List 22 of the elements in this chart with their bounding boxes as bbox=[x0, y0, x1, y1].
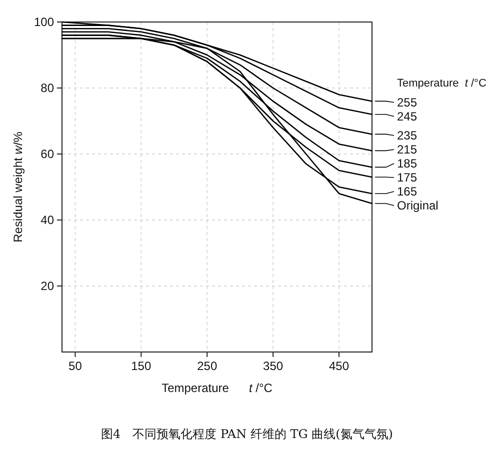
y-tick-label: 60 bbox=[40, 147, 54, 161]
legend-label: 185 bbox=[397, 156, 418, 171]
legend-label: 245 bbox=[397, 109, 418, 124]
legend-label: 215 bbox=[397, 142, 418, 157]
legend-label: 235 bbox=[397, 128, 418, 143]
y-tick-label: 100 bbox=[34, 15, 54, 29]
y-tick-label: 40 bbox=[40, 213, 54, 227]
text: Temperature t /°C bbox=[162, 381, 272, 395]
x-tick-label: 50 bbox=[68, 359, 82, 373]
legend-label: Original bbox=[397, 198, 438, 213]
x-tick-label: 150 bbox=[131, 359, 152, 373]
x-axis-title: Temperature t /°C bbox=[397, 77, 486, 90]
x-tick-label: 450 bbox=[329, 359, 350, 373]
text: 图4 不同预氧化程度 PAN 纤维的 TG 曲线(氮气气氛) bbox=[101, 427, 393, 441]
legend-label: 175 bbox=[397, 170, 418, 185]
legend-label: 165 bbox=[397, 184, 418, 199]
x-tick-label: 250 bbox=[197, 359, 218, 373]
y-tick-label: 20 bbox=[40, 279, 54, 293]
x-tick-label: 350 bbox=[263, 359, 284, 373]
y-tick-label: 80 bbox=[40, 81, 54, 95]
legend-label: 255 bbox=[397, 95, 418, 110]
y-axis-title: Residual weight w/% bbox=[11, 131, 25, 242]
